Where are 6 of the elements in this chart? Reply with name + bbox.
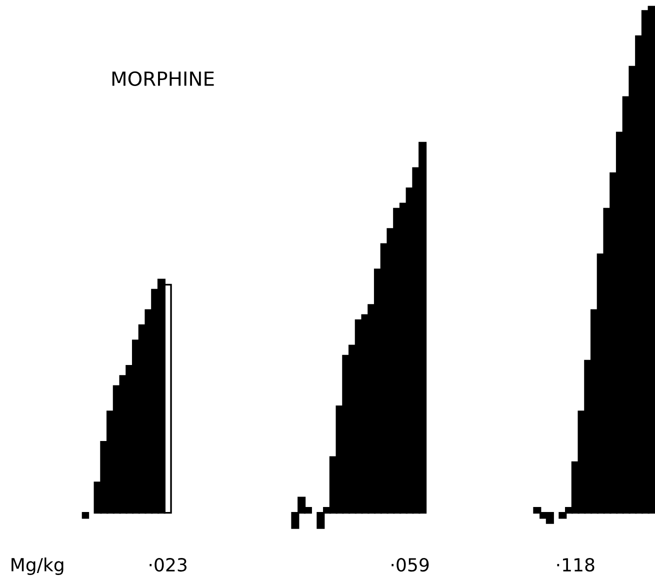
x-tick-label: ·059 [392, 558, 429, 572]
text: Mg/kg [12, 558, 64, 576]
x-tick-label: ·023 [150, 558, 186, 572]
bar [82, 512, 90, 519]
x-tick-label: ·118 [557, 558, 594, 572]
text: MORPHINE [112, 71, 214, 86]
